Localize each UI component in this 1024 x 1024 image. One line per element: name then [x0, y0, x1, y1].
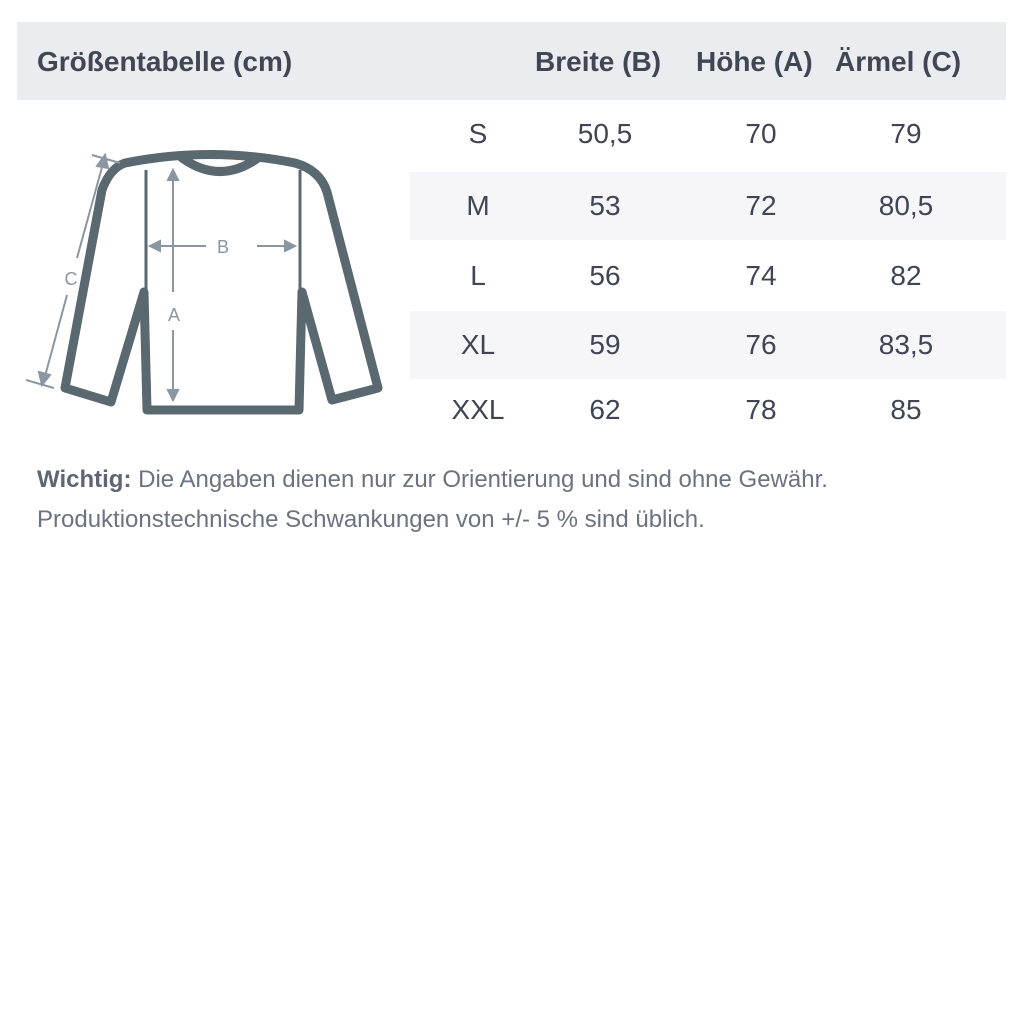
sweater-diagram: B A C: [25, 150, 383, 415]
hoehe-cell: 78: [745, 394, 777, 425]
breite-cell: 62: [589, 394, 621, 425]
size-cell: S: [468, 118, 488, 149]
size-cell: L: [470, 260, 486, 291]
hoehe-cell: 76: [745, 329, 777, 360]
aermel-cell: 80,5: [878, 190, 934, 221]
hoehe-cell: 70: [745, 118, 777, 149]
label-a: A: [168, 305, 180, 325]
table-row: S 50,5 70 79: [410, 100, 1006, 168]
aermel-cell: 82: [890, 260, 922, 291]
table-title: Größentabelle (cm): [37, 46, 293, 77]
aermel-cell: 85: [890, 394, 922, 425]
size-cell: M: [466, 190, 490, 221]
hoehe-cell: 74: [745, 260, 777, 291]
column-header-hoehe: Höhe (A): [696, 46, 813, 77]
sweater-outline-icon: [60, 150, 383, 415]
label-b: B: [217, 237, 229, 257]
label-c: C: [65, 269, 78, 289]
table-row: XXL 62 78 85: [410, 376, 1006, 444]
table-row: XL 59 76 83,5: [410, 311, 1006, 379]
disclaimer-note: Wichtig: Die Angaben dienen nur zur Orie…: [37, 460, 828, 540]
table-header: Größentabelle (cm) Breite (B) Höhe (A) Ä…: [17, 22, 1006, 100]
breite-cell: 50,5: [577, 118, 633, 149]
column-header-breite: Breite (B): [535, 46, 662, 77]
column-header-aermel: Ärmel (C): [835, 46, 962, 77]
hoehe-cell: 72: [745, 190, 777, 221]
table-row: M 53 72 80,5: [410, 172, 1006, 240]
note-line-2: Produktionstechnische Schwankungen von +…: [37, 506, 705, 533]
sweater-collar-icon: [177, 153, 263, 176]
breite-cell: 53: [589, 190, 621, 221]
size-cell: XL: [460, 329, 496, 360]
note-line-1: Die Angaben dienen nur zur Orientierung …: [131, 466, 828, 493]
aermel-cell: 83,5: [878, 329, 934, 360]
size-cell: XXL: [451, 394, 505, 425]
note-label: Wichtig:: [37, 466, 132, 493]
table-row: L 56 74 82: [410, 242, 1006, 310]
breite-cell: 59: [589, 329, 621, 360]
aermel-cell: 79: [890, 118, 922, 149]
breite-cell: 56: [589, 260, 621, 291]
